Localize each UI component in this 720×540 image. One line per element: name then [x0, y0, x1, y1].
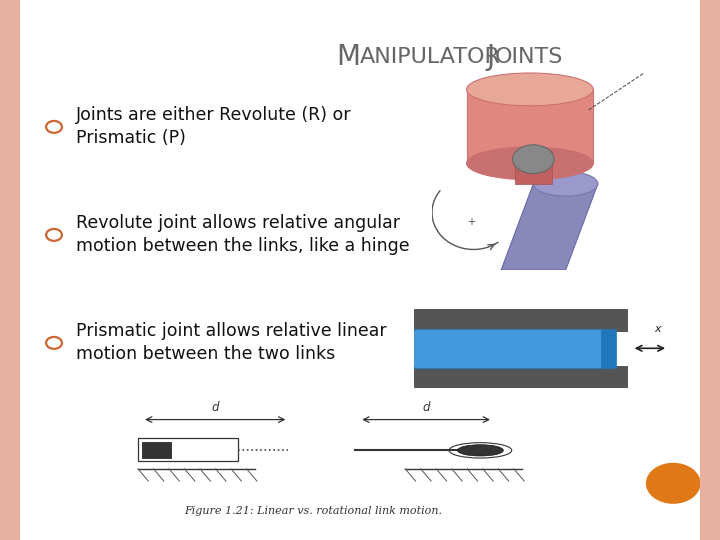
Text: Joints are either Revolute (R) or: Joints are either Revolute (R) or	[76, 106, 351, 124]
Ellipse shape	[513, 145, 554, 173]
Circle shape	[646, 463, 701, 504]
Polygon shape	[467, 90, 593, 163]
Circle shape	[46, 229, 62, 241]
Polygon shape	[515, 151, 552, 184]
Text: M: M	[336, 43, 360, 71]
Bar	[414, 366, 626, 387]
Text: d: d	[212, 401, 219, 414]
Text: x: x	[654, 324, 661, 334]
Text: OINTS: OINTS	[495, 46, 563, 67]
Bar	[600, 329, 616, 368]
Ellipse shape	[467, 73, 593, 106]
Text: motion between the two links: motion between the two links	[76, 345, 335, 363]
Bar	[414, 309, 626, 331]
Bar	[142, 442, 171, 457]
Text: +: +	[467, 217, 475, 227]
Text: ANIPULATOR: ANIPULATOR	[360, 46, 501, 67]
Text: motion between the links, like a hinge: motion between the links, like a hinge	[76, 237, 409, 255]
Circle shape	[46, 337, 62, 349]
Text: Prismatic (P): Prismatic (P)	[76, 129, 186, 147]
Text: Prismatic joint allows relative linear: Prismatic joint allows relative linear	[76, 322, 386, 340]
Text: Figure 1.21: Linear vs. rotational link motion.: Figure 1.21: Linear vs. rotational link …	[184, 505, 442, 516]
Ellipse shape	[534, 172, 598, 196]
Ellipse shape	[467, 147, 593, 180]
Circle shape	[46, 121, 62, 133]
Bar	[138, 438, 238, 461]
Bar	[414, 329, 600, 368]
Text: Revolute joint allows relative angular: Revolute joint allows relative angular	[76, 214, 400, 232]
Text: d: d	[423, 401, 430, 414]
Text: J: J	[487, 43, 495, 71]
Circle shape	[457, 445, 503, 456]
Polygon shape	[501, 184, 598, 270]
